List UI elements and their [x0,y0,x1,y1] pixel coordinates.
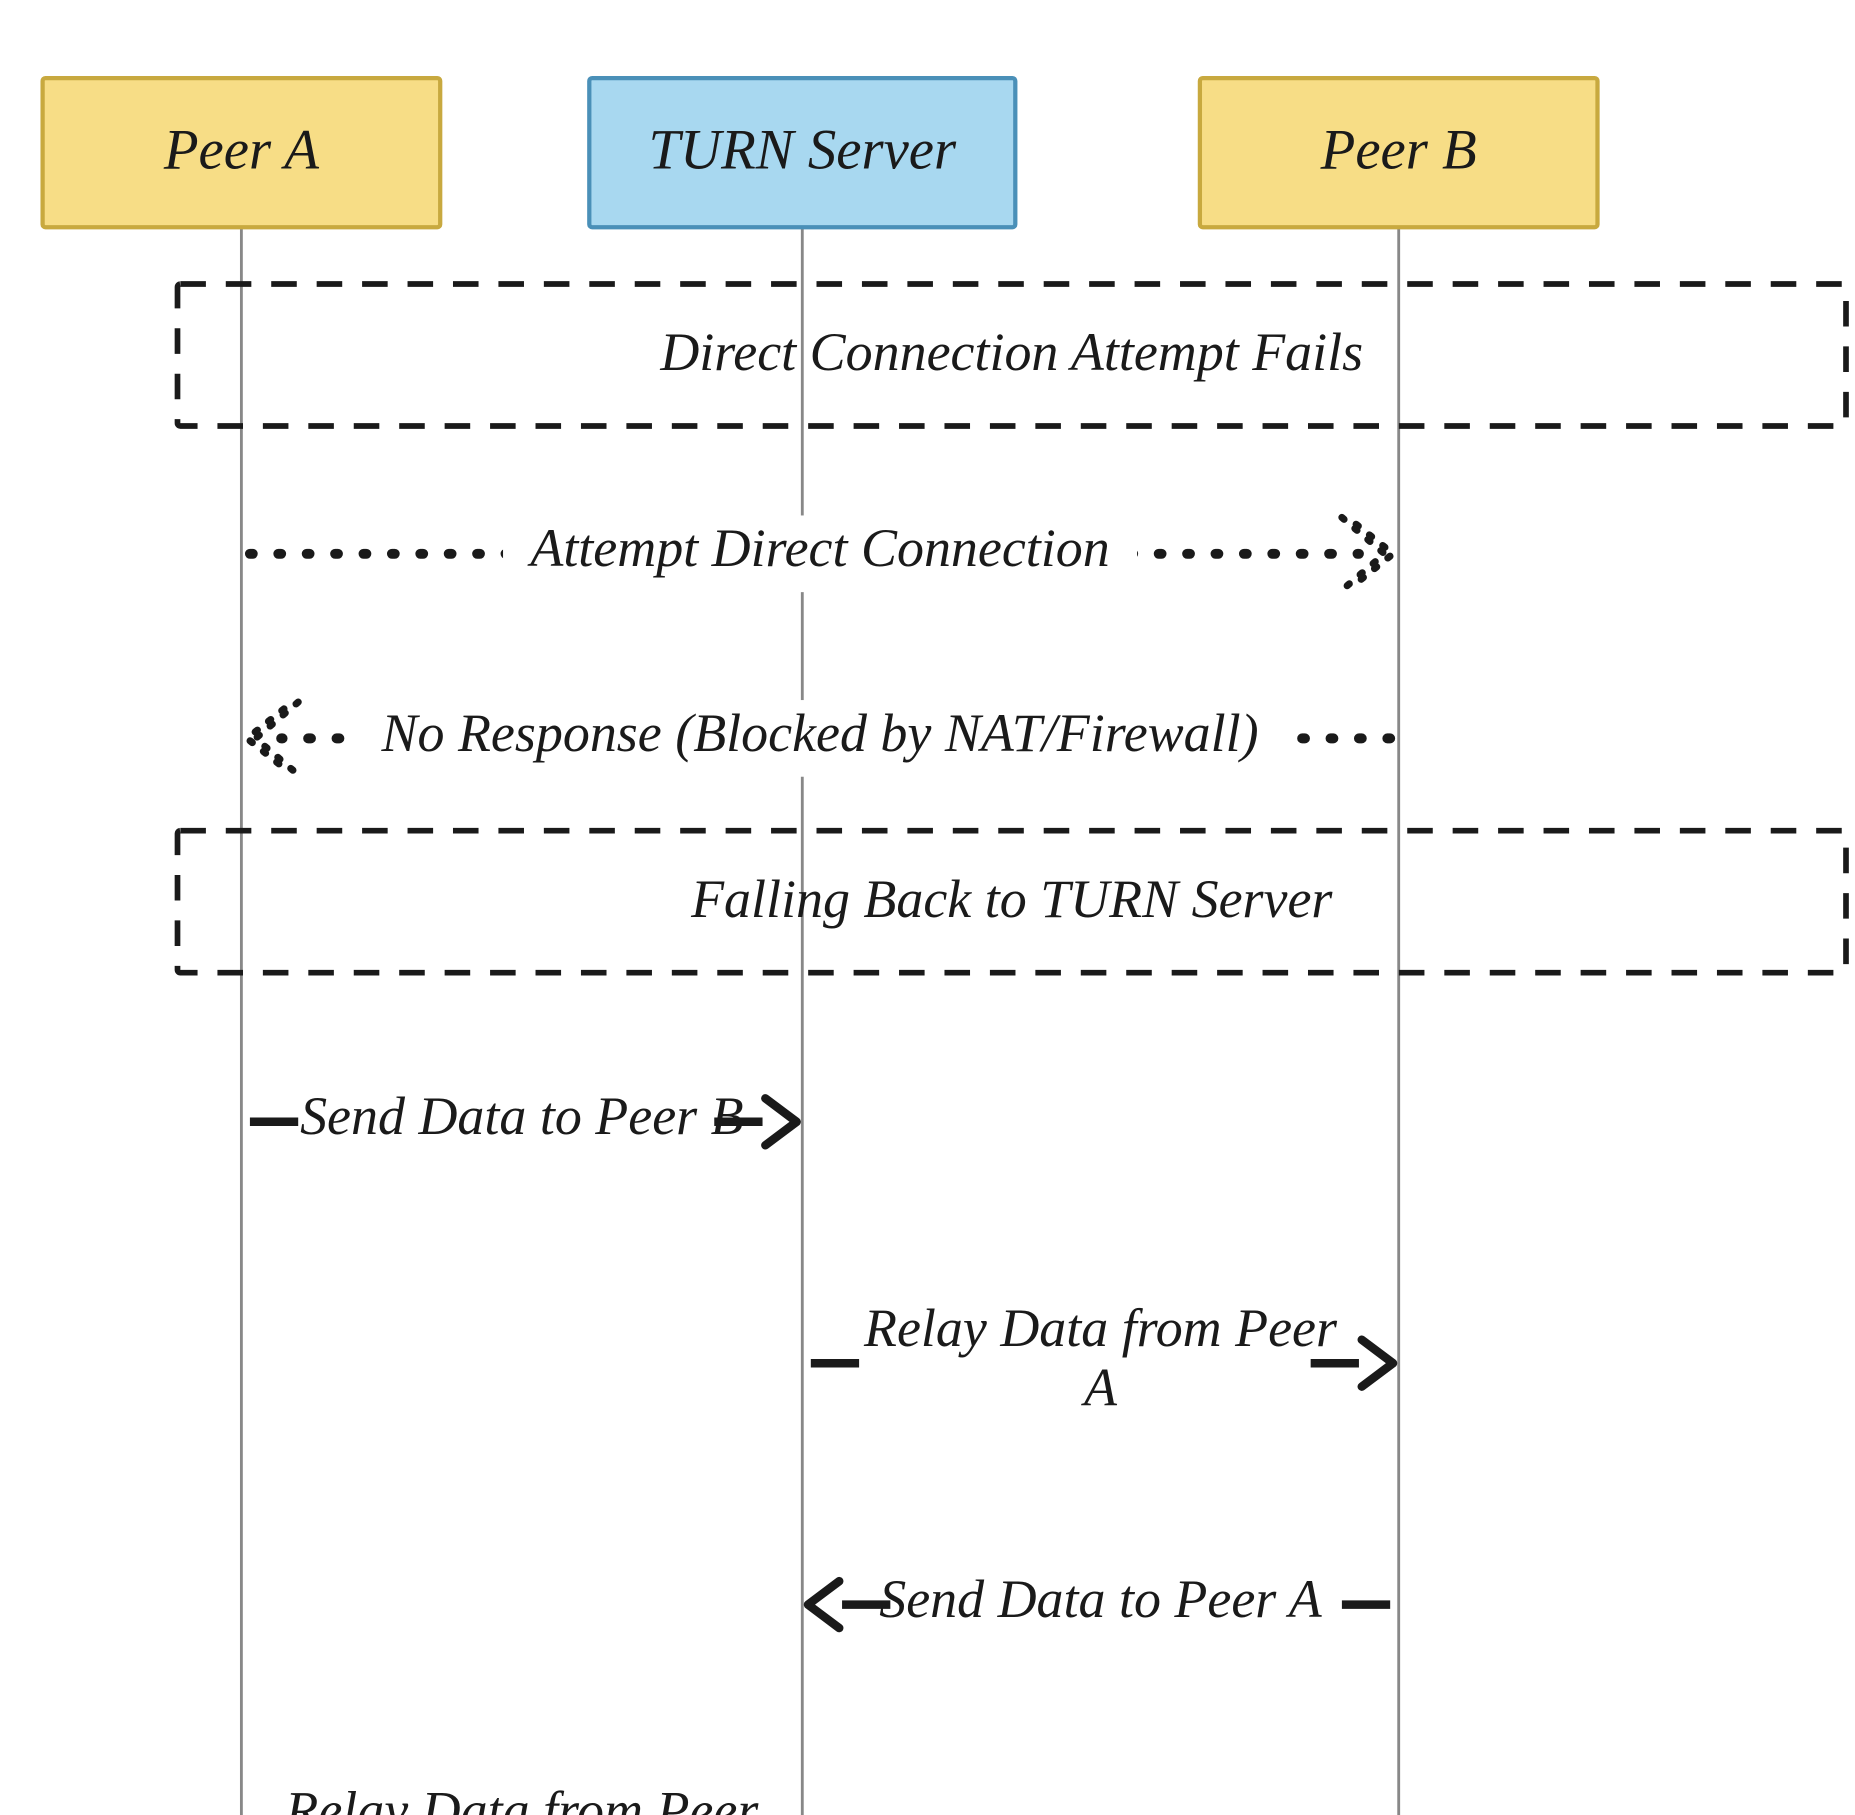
note-label-1: Falling Back to TURN Server [690,869,1333,929]
message-0: Attempt Direct Connection [250,515,1393,592]
message-label-4-0: Send Data to Peer A [879,1569,1323,1629]
message-label-3-1: A [1081,1357,1118,1417]
actor-peerA-top: Peer A [43,78,441,227]
actor-turn-top: TURN Server [589,78,1015,227]
note-label-0: Direct Connection Attempt Fails [659,322,1363,382]
actor-peerB-top: Peer B [1200,78,1598,227]
note-0: Direct Connection Attempt Fails [178,284,1847,426]
message-label-3-0: Relay Data from Peer [863,1298,1338,1358]
actor-label-peerA-top: Peer A [163,119,319,182]
message-4: Send Data to Peer A [808,1569,1390,1629]
actor-label-peerB-top: Peer B [1320,119,1477,182]
message-2: Send Data to Peer B [250,1086,797,1146]
message-label-5-0: Relay Data from Peer [284,1781,759,1815]
message-label-1-0: No Response (Blocked by NAT/Firewall) [381,703,1259,763]
message-5: Relay Data from PeerB [247,1781,794,1815]
message-1: No Response (Blocked by NAT/Firewall) [247,700,1390,777]
message-3: Relay Data from PeerA [811,1298,1393,1418]
actor-label-turn-top: TURN Server [648,119,957,182]
message-label-2-0: Send Data to Peer B [300,1086,744,1146]
message-label-0-0: Attempt Direct Connection [527,518,1109,578]
note-1: Falling Back to TURN Server [178,831,1847,973]
